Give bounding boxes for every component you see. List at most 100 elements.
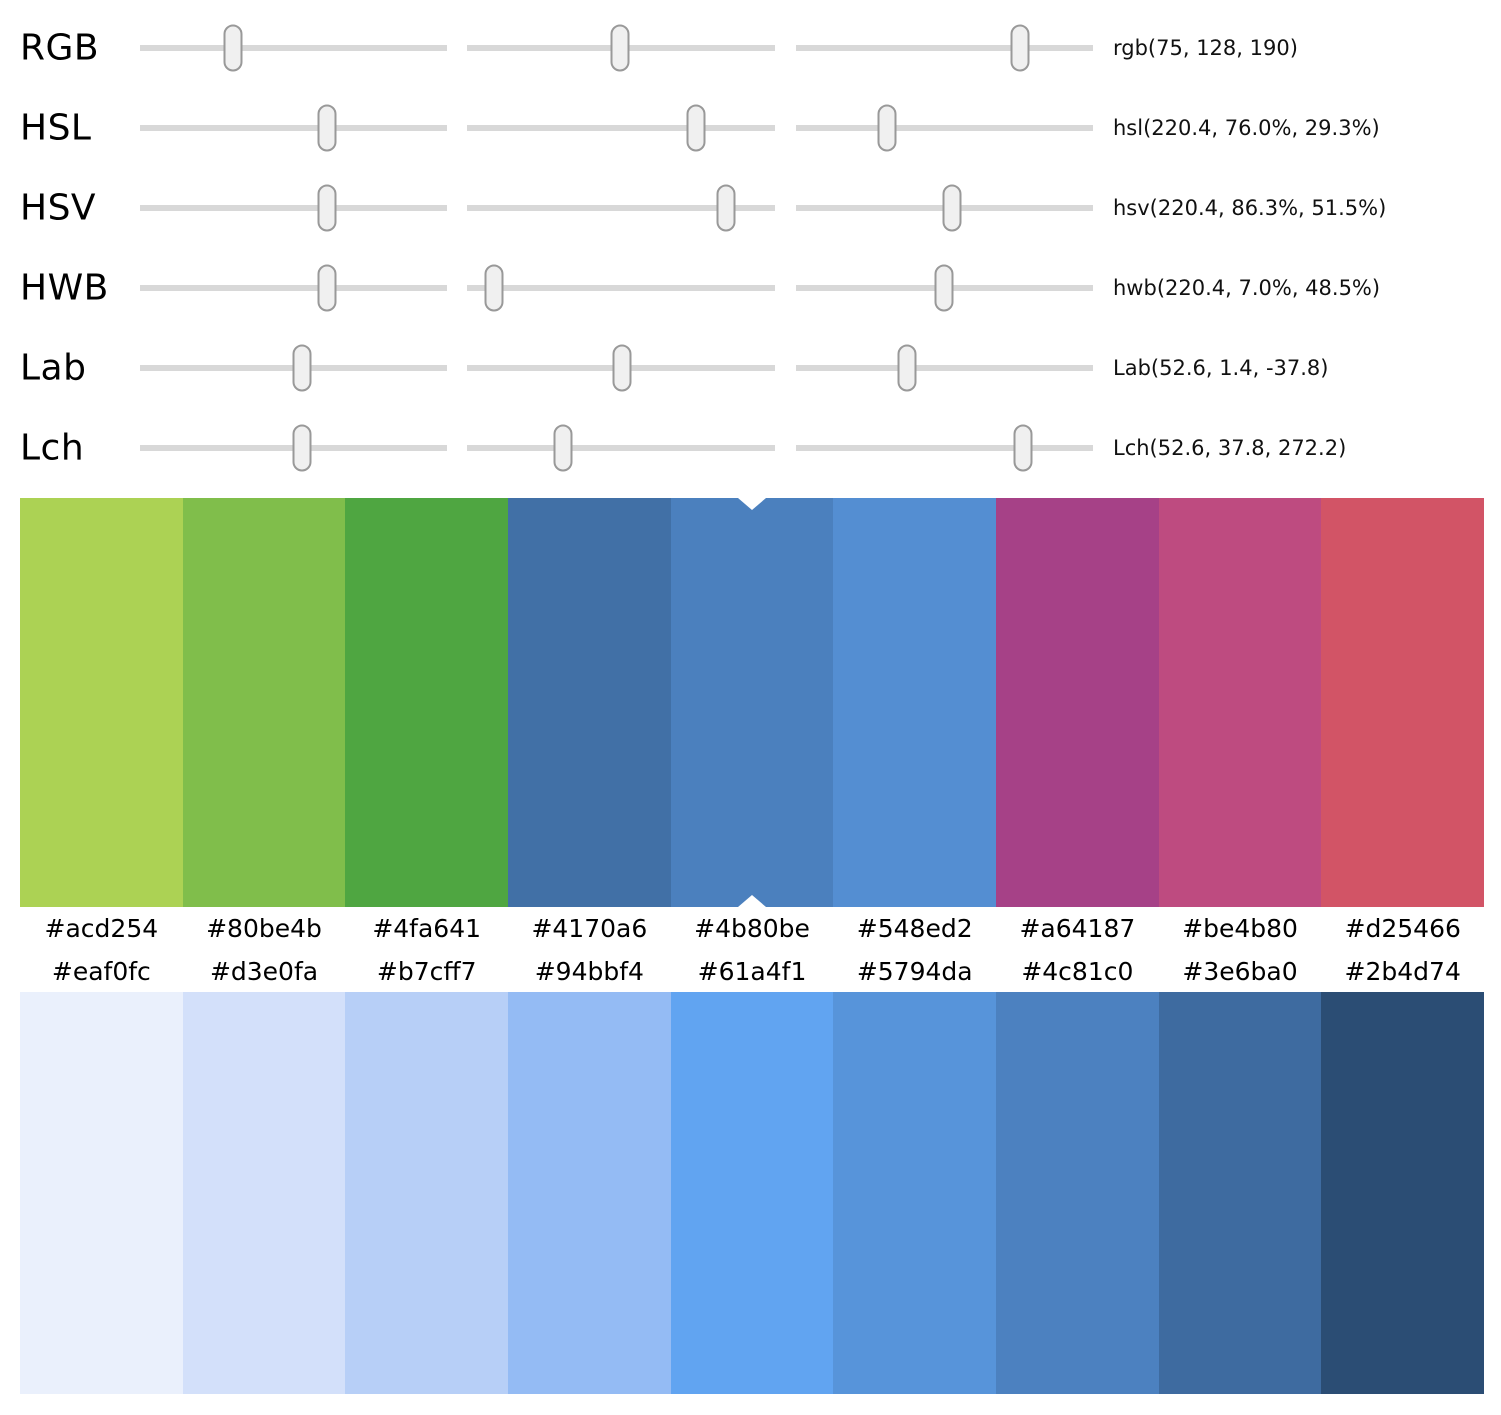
slider-channel-1[interactable]: [140, 408, 447, 488]
slider-thumb[interactable]: [484, 264, 504, 312]
color-model-label: HWB: [20, 267, 109, 309]
palette-swatch[interactable]: [996, 992, 1159, 1394]
hex-code-label: #acd254: [44, 914, 159, 943]
slider-thumb[interactable]: [317, 264, 337, 312]
slider-thumb[interactable]: [317, 184, 337, 232]
palette-swatch[interactable]: [1321, 498, 1485, 907]
slider-track[interactable]: [796, 45, 1093, 51]
slider-channel-3[interactable]: [796, 248, 1093, 328]
color-value-text: Lch(52.6, 37.8, 272.2): [1113, 436, 1347, 460]
color-model-label: HSV: [20, 187, 97, 229]
slider-channel-1[interactable]: [140, 168, 447, 248]
hex-code-label: #548ed2: [856, 914, 973, 943]
slider-track[interactable]: [467, 125, 775, 131]
slider-channel-2[interactable]: [467, 8, 775, 88]
slider-track[interactable]: [796, 125, 1093, 131]
slider-thumb[interactable]: [897, 344, 917, 392]
slider-thumb[interactable]: [686, 104, 706, 152]
palette-swatch[interactable]: [670, 498, 834, 907]
color-model-label: HSL: [20, 107, 92, 149]
palette-swatch[interactable]: [508, 498, 671, 907]
slider-channel-3[interactable]: [796, 8, 1093, 88]
slider-track[interactable]: [467, 285, 775, 291]
slider-row-lab: Lab Lab(52.6, 1.4, -37.8): [0, 328, 1501, 408]
hex-code-label: #4b80be: [694, 914, 810, 943]
tint-hex-labels-row: #eaf0fc #d3e0fa #b7cff7 #94bbf4 #61a4f1 #5794…: [20, 950, 1484, 992]
palette-swatch[interactable]: [833, 498, 997, 907]
palette-swatch[interactable]: [20, 992, 183, 1394]
palette-swatch[interactable]: [182, 992, 346, 1394]
color-value-text: hsv(220.4, 86.3%, 51.5%): [1113, 196, 1387, 220]
slider-channel-2[interactable]: [467, 168, 775, 248]
slider-thumb[interactable]: [612, 344, 632, 392]
slider-track[interactable]: [140, 125, 447, 131]
hue-hex-labels-row: #acd254 #80be4b #4fa641 #4170a6 #4b80be #548e…: [20, 907, 1484, 950]
slider-track[interactable]: [796, 365, 1093, 371]
slider-panel: RGB rgb(75, 128, 190) HSL hsl(220.4,: [0, 0, 1501, 498]
slider-thumb[interactable]: [1010, 24, 1030, 72]
hex-code-label: #4170a6: [531, 914, 648, 943]
palette-swatch[interactable]: [1158, 992, 1322, 1394]
slider-thumb[interactable]: [553, 424, 573, 472]
slider-thumb[interactable]: [223, 24, 243, 72]
slider-thumb[interactable]: [610, 24, 630, 72]
color-value-text: Lab(52.6, 1.4, -37.8): [1113, 356, 1329, 380]
color-value-text: rgb(75, 128, 190): [1113, 36, 1298, 60]
hex-code-label: #94bbf4: [534, 956, 644, 986]
slider-thumb[interactable]: [317, 104, 337, 152]
palette-swatch[interactable]: [345, 498, 509, 907]
slider-thumb[interactable]: [934, 264, 954, 312]
slider-track[interactable]: [140, 205, 447, 211]
palette-swatch[interactable]: [833, 992, 997, 1394]
palette-swatch[interactable]: [182, 498, 346, 907]
slider-track[interactable]: [467, 445, 775, 451]
hue-palette: [20, 498, 1485, 907]
hex-code-label: #4c81c0: [1021, 956, 1134, 986]
tint-palette: [20, 992, 1485, 1394]
hex-code-label: #be4b80: [1182, 914, 1298, 943]
slider-channel-1[interactable]: [140, 328, 447, 408]
palette-swatch[interactable]: [345, 992, 509, 1394]
slider-thumb[interactable]: [942, 184, 962, 232]
hex-code-label: #2b4d74: [1344, 956, 1461, 986]
slider-row-rgb: RGB rgb(75, 128, 190): [0, 8, 1501, 88]
slider-thumb[interactable]: [292, 424, 312, 472]
color-model-label: Lab: [20, 347, 87, 389]
slider-thumb[interactable]: [716, 184, 736, 232]
palette-swatch[interactable]: [1158, 498, 1322, 907]
slider-channel-1[interactable]: [140, 8, 447, 88]
slider-channel-2[interactable]: [467, 328, 775, 408]
hex-code-label: #80be4b: [206, 914, 322, 943]
slider-track[interactable]: [140, 45, 447, 51]
slider-thumb[interactable]: [1013, 424, 1033, 472]
slider-channel-3[interactable]: [796, 88, 1093, 168]
slider-channel-1[interactable]: [140, 88, 447, 168]
slider-track[interactable]: [467, 205, 775, 211]
hex-code-label: #4fa641: [372, 914, 482, 943]
hex-code-label: #d25466: [1344, 914, 1461, 943]
palette-swatch[interactable]: [996, 498, 1159, 907]
palette-swatch[interactable]: [508, 992, 671, 1394]
slider-track[interactable]: [796, 445, 1093, 451]
slider-channel-2[interactable]: [467, 248, 775, 328]
selection-notch-top-icon: [738, 498, 767, 510]
slider-thumb[interactable]: [292, 344, 312, 392]
slider-track[interactable]: [140, 285, 447, 291]
slider-channel-3[interactable]: [796, 168, 1093, 248]
slider-row-hsl: HSL hsl(220.4, 76.0%, 29.3%): [0, 88, 1501, 168]
palette-swatch[interactable]: [670, 992, 834, 1394]
slider-thumb[interactable]: [877, 104, 897, 152]
palette-swatch[interactable]: [1321, 992, 1485, 1394]
hex-code-label: #5794da: [856, 956, 973, 986]
slider-row-hwb: HWB hwb(220.4, 7.0%, 48.5%): [0, 248, 1501, 328]
slider-channel-3[interactable]: [796, 408, 1093, 488]
slider-channel-3[interactable]: [796, 328, 1093, 408]
slider-channel-1[interactable]: [140, 248, 447, 328]
color-model-label: RGB: [20, 27, 100, 69]
slider-channel-2[interactable]: [467, 408, 775, 488]
hex-code-label: #b7cff7: [376, 956, 477, 986]
palette-swatch[interactable]: [20, 498, 183, 907]
color-value-text: hsl(220.4, 76.0%, 29.3%): [1113, 116, 1380, 140]
slider-channel-2[interactable]: [467, 88, 775, 168]
